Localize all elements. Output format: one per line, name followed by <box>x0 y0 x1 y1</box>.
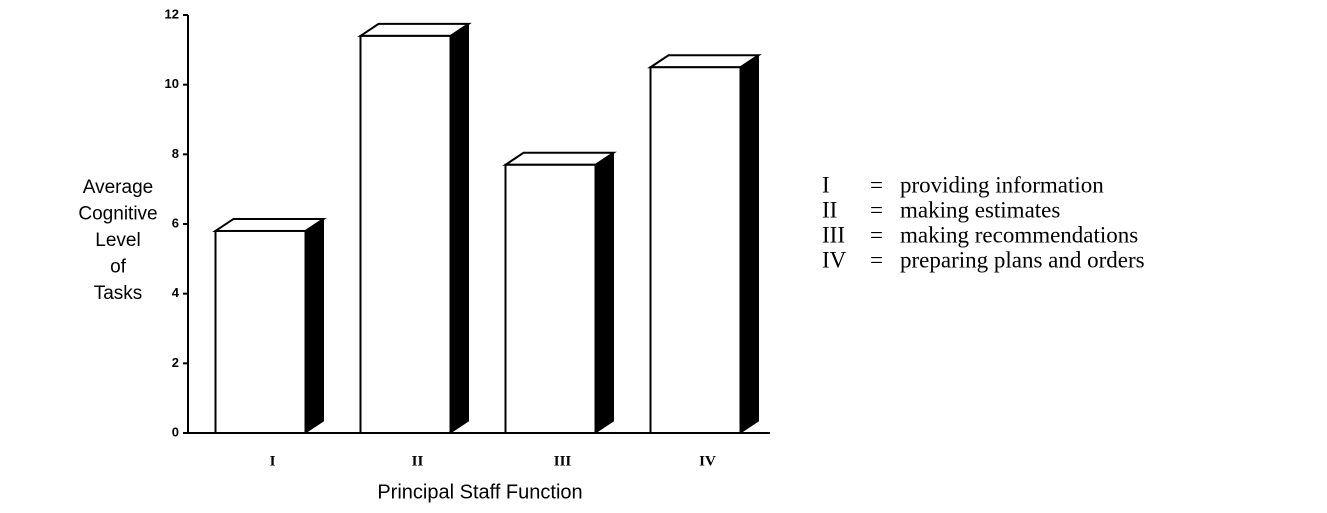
y-tick-label: 2 <box>172 355 179 370</box>
x-tick-label: IV <box>699 453 716 469</box>
legend-separator: = <box>870 172 883 197</box>
bar <box>649 66 742 434</box>
bar-top <box>647 54 762 69</box>
x-tick-label: I <box>270 453 276 469</box>
y-tick-label: 8 <box>172 146 179 161</box>
bar <box>504 163 597 435</box>
legend-key: IV <box>822 247 847 272</box>
legend-key: III <box>822 222 845 247</box>
legend-separator: = <box>870 222 883 247</box>
legend-text: making estimates <box>900 197 1060 222</box>
y-axis-title: Level <box>95 230 140 251</box>
bar-top <box>502 151 617 166</box>
legend-text: preparing plans and orders <box>900 247 1145 272</box>
legend-text: providing information <box>900 172 1104 197</box>
y-axis-title: Average <box>83 177 153 198</box>
y-axis-title: of <box>110 257 127 278</box>
x-tick-label: II <box>412 453 424 469</box>
legend-key: I <box>822 172 830 197</box>
bar <box>214 229 307 434</box>
bar-side <box>740 54 759 434</box>
y-axis-title: Tasks <box>94 283 143 304</box>
legend-text: making recommendations <box>900 222 1138 247</box>
legend-separator: = <box>870 197 883 222</box>
y-tick-label: 12 <box>165 6 179 21</box>
bar <box>359 34 452 435</box>
bar-top <box>357 22 472 37</box>
y-tick-label: 4 <box>172 285 180 300</box>
legend-separator: = <box>870 247 883 272</box>
y-tick-label: 10 <box>165 76 179 91</box>
bar-side <box>450 22 469 434</box>
y-axis-title: Cognitive <box>78 204 157 225</box>
bar-side <box>305 218 324 434</box>
x-axis-title: Principal Staff Function <box>377 481 582 503</box>
legend-key: II <box>822 197 837 222</box>
y-tick-label: 0 <box>172 424 179 439</box>
x-tick-label: III <box>554 453 572 469</box>
bar-top <box>212 217 327 232</box>
y-tick-label: 6 <box>172 215 179 230</box>
bar-side <box>595 151 614 434</box>
